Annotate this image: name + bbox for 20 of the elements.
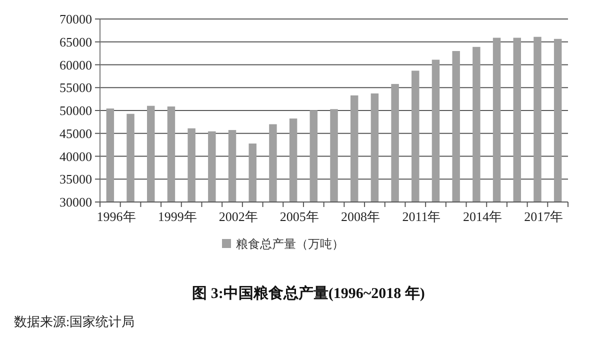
y-tick-label: 35000 bbox=[60, 172, 92, 187]
legend-label: 粮食总产量（万吨） bbox=[236, 237, 344, 252]
y-tick-label: 70000 bbox=[60, 12, 92, 27]
x-tick-label: 2008年 bbox=[340, 209, 380, 224]
x-tick-label: 2014年 bbox=[463, 209, 502, 224]
x-tick-label: 1999年 bbox=[158, 209, 197, 224]
y-tick-label: 55000 bbox=[60, 80, 92, 96]
y-tick-label: 45000 bbox=[60, 126, 92, 141]
x-tick-label: 1996年 bbox=[96, 209, 136, 224]
y-tick-label: 40000 bbox=[60, 148, 92, 164]
y-tick-label: 50000 bbox=[60, 103, 92, 118]
text: 图 3:中国粮食总产量(1996~2018 年) bbox=[192, 285, 425, 302]
x-tick-label: 2002年 bbox=[218, 209, 258, 224]
y-tick-label: 60000 bbox=[60, 57, 92, 72]
x-tick-label: 2017年 bbox=[524, 209, 564, 224]
y-tick-label: 65000 bbox=[60, 34, 92, 50]
y-tick-label: 30000 bbox=[60, 194, 92, 210]
x-tick-label: 2005年 bbox=[280, 209, 319, 224]
x-tick-label: 2011年 bbox=[402, 209, 441, 224]
source-note: 数据来源:国家统计局 bbox=[14, 314, 135, 329]
